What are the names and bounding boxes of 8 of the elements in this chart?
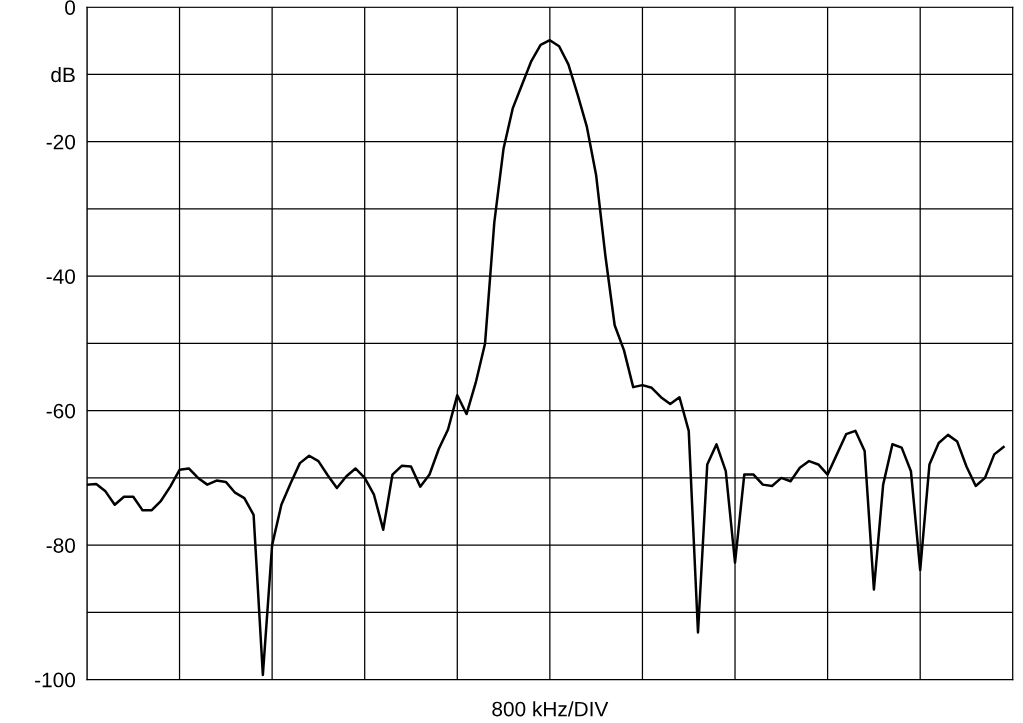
y-tick-label: -100	[35, 672, 76, 688]
y-tick-label: -80	[46, 538, 76, 553]
y-tick-label: dB	[51, 66, 75, 83]
y-tick-label: -60	[46, 403, 76, 419]
y-tick-label: 0	[65, 0, 76, 15]
y-tick-label: -20	[46, 134, 76, 150]
x-axis-title: 800 kHz/DIV	[492, 701, 609, 717]
y-tick-label: -40	[46, 269, 76, 284]
